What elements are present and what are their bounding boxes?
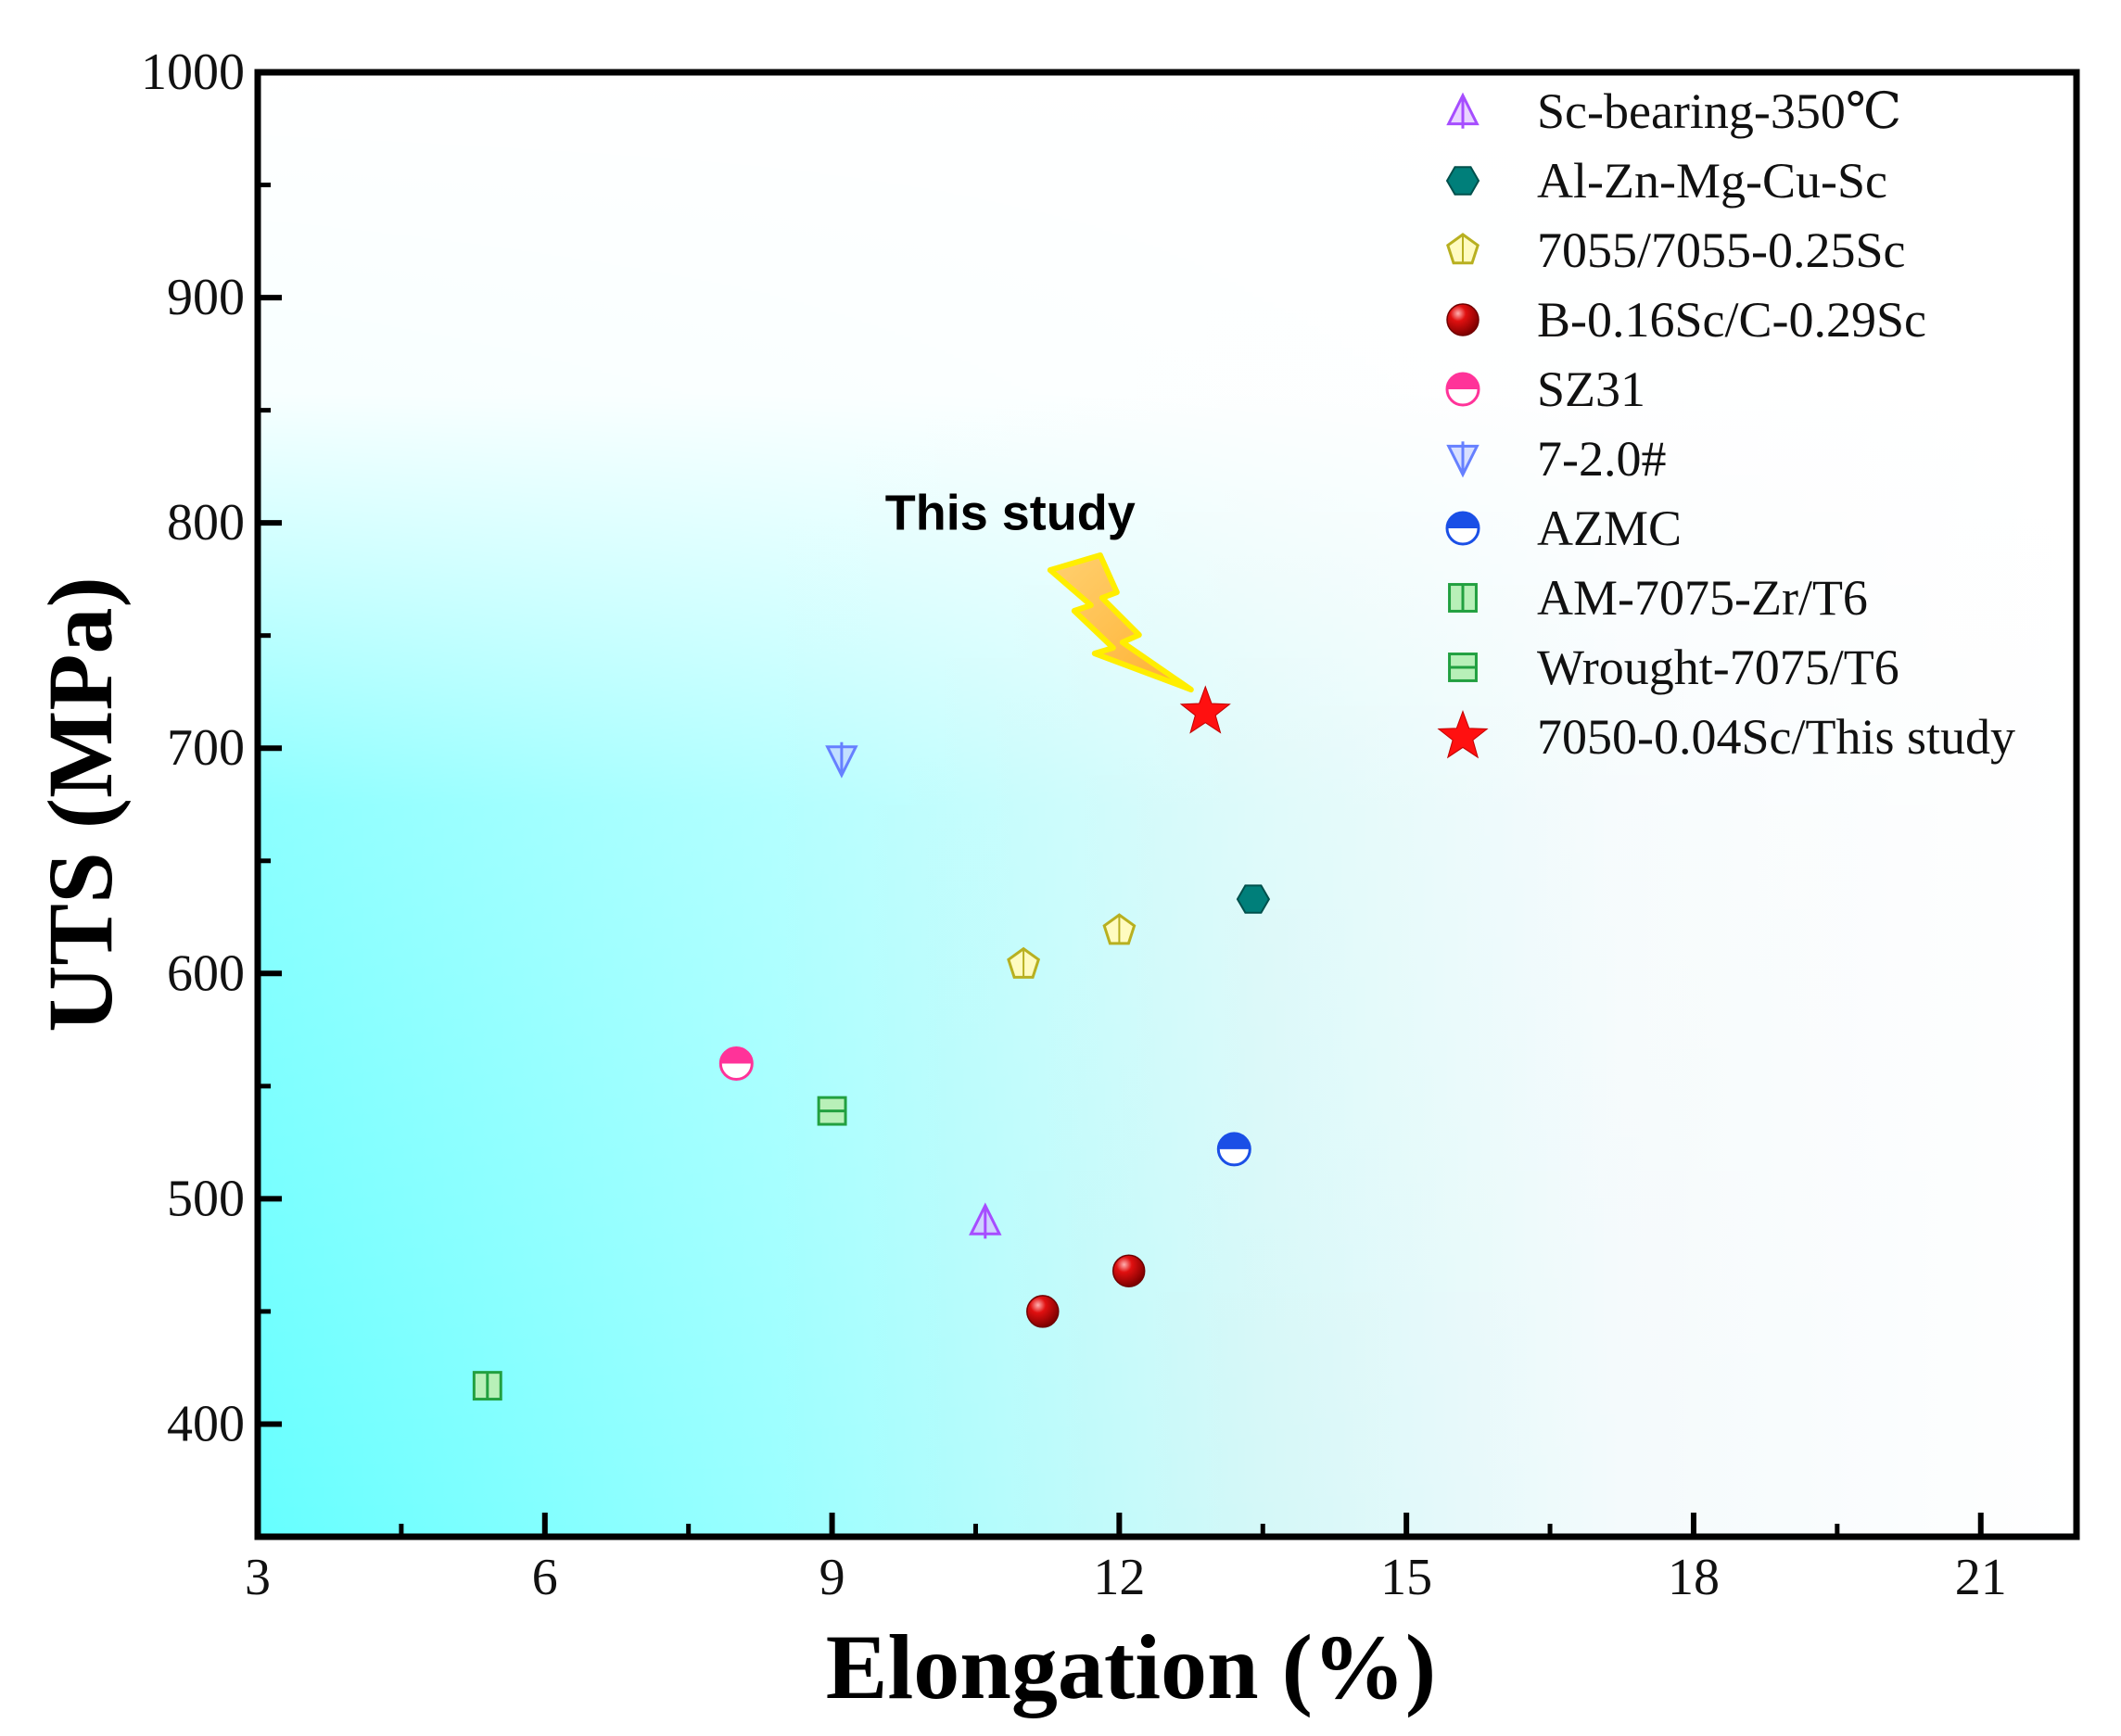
legend-label: Wrought-7075/T6 [1537,640,1899,695]
legend-label: AZMC [1537,501,1682,556]
legend-label: Sc-bearing-350℃ [1537,83,1901,139]
x-tick-label: 9 [819,1549,845,1606]
y-tick-label: 500 [167,1170,245,1227]
data-marks [472,685,1271,1401]
data-point [718,1046,754,1081]
data-point [1216,1132,1251,1167]
data-point [817,1096,847,1126]
data-point [1007,946,1041,979]
annotation-layer: This study [885,485,1194,693]
x-tick-label: 3 [245,1549,271,1606]
legend-label: 7-2.0# [1537,431,1666,487]
plot-area [258,72,2077,1537]
legend-marker [1446,233,1480,265]
legend-label: SZ31 [1537,361,1645,417]
y-tick-label: 800 [167,494,245,551]
legend-marker [1446,303,1480,336]
legend-label: B-0.16Sc/C-0.29Sc [1537,292,1926,348]
legend-marker [1437,710,1489,759]
legend-marker [1445,372,1480,407]
y-axis: 400 500 600 700 800 900 1000 [141,44,282,1540]
data-point [1102,913,1137,945]
legend-label: 7050-0.04Sc/This study [1537,709,2015,765]
x-tick-label: 18 [1668,1549,1720,1606]
legend-marker [1448,583,1478,613]
legend-label: AM-7075-Zr/T6 [1537,570,1868,626]
data-point [825,741,858,779]
y-tick-label: 900 [167,269,245,326]
y-tick-label: 600 [167,944,245,1002]
data-point [1026,1295,1060,1328]
y-tick-label: 700 [167,719,245,777]
legend-marker [1446,92,1480,129]
y-tick-label: 400 [167,1395,245,1452]
legend-marker [1448,653,1478,682]
annotation-label: This study [885,485,1136,540]
plot-background-fade [258,72,2077,1537]
x-tick-label: 6 [532,1549,558,1606]
legend-label: 7055/7055-0.25Sc [1537,222,1906,278]
data-point [1179,685,1231,734]
x-tick-label: 21 [1955,1549,2007,1606]
x-tick-label: 15 [1380,1549,1432,1606]
lightning-bolt-icon [1047,552,1194,693]
x-axis: 3 6 9 12 15 18 21 [245,1513,2007,1606]
legend-marker [1445,511,1480,546]
legend: Sc-bearing-350℃ Al-Zn-Mg-Cu-Sc 7055/7055-0… [1437,83,2015,765]
legend-label: Al-Zn-Mg-Cu-Sc [1537,153,1887,209]
x-tick-label: 12 [1093,1549,1145,1606]
data-point [969,1202,1002,1239]
plot-frame [254,69,2080,1540]
legend-marker [1446,441,1480,478]
x-axis-title: Elongation (%) [826,1616,1436,1718]
data-point [1236,884,1271,914]
y-tick-label: 1000 [141,44,245,101]
data-point [472,1371,502,1401]
legend-marker [1445,166,1480,196]
y-axis-title: UTS (MPa) [29,577,132,1033]
data-point [1111,1254,1146,1287]
